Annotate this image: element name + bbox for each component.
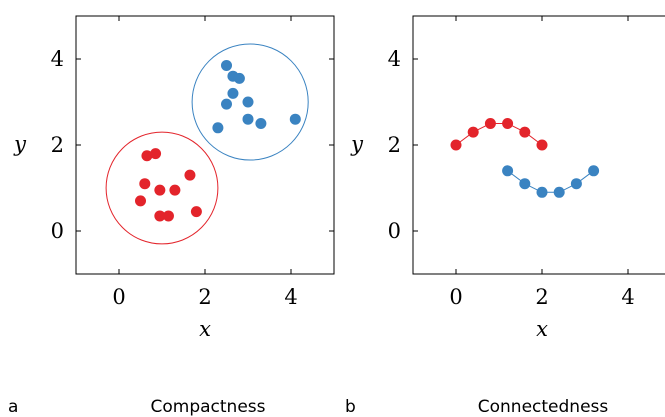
y-tick-label: 0 <box>388 219 401 243</box>
chart-panel-b: 0 2 4 0 2 4 x y b Connectedness <box>345 15 665 417</box>
cluster-circle <box>105 131 219 245</box>
x-axis-label: x <box>536 317 548 341</box>
data-point <box>190 206 202 218</box>
x-tick-label: 2 <box>198 285 211 309</box>
series-1 <box>191 43 309 161</box>
panel-caption-a: Compactness <box>151 397 266 417</box>
plot-frame <box>75 15 335 275</box>
y-axis-label: y <box>13 132 27 156</box>
y-tick-label: 2 <box>388 133 401 157</box>
data-point <box>139 178 151 190</box>
series-0 <box>450 118 548 151</box>
y-tick-label: 2 <box>51 133 64 157</box>
series-1 <box>502 165 600 198</box>
x-axis-label: x <box>199 317 211 341</box>
data-layer <box>450 118 600 198</box>
data-point <box>536 186 548 198</box>
panel-letter-b: b <box>345 397 356 417</box>
data-point <box>450 139 462 151</box>
data-point <box>467 126 479 138</box>
y-tick-label: 4 <box>51 47 64 71</box>
data-point <box>536 139 548 151</box>
x-tick-label: 4 <box>621 285 634 309</box>
data-point <box>570 178 582 190</box>
data-point <box>255 118 267 129</box>
data-point <box>502 118 514 129</box>
data-point <box>519 178 531 190</box>
cluster-circle <box>191 43 309 161</box>
data-point <box>553 186 565 198</box>
data-point <box>221 59 232 71</box>
data-point <box>588 165 600 177</box>
data-point <box>154 184 166 196</box>
data-point <box>141 150 153 162</box>
data-point <box>221 98 232 110</box>
y-tick-label: 4 <box>388 47 401 71</box>
x-tick-label: 0 <box>112 285 125 309</box>
data-point <box>162 210 174 222</box>
series-0 <box>105 131 219 245</box>
data-point <box>242 96 254 108</box>
data-point <box>169 184 181 196</box>
y-tick-label: 0 <box>51 219 64 243</box>
data-point <box>502 165 514 177</box>
data-point <box>212 122 224 134</box>
data-point <box>150 148 162 160</box>
data-point <box>227 87 239 99</box>
data-point <box>289 113 301 125</box>
x-tick-label: 0 <box>449 285 462 309</box>
x-tick-label: 2 <box>535 285 548 309</box>
data-point <box>154 210 166 222</box>
data-point <box>242 113 254 125</box>
data-point <box>135 195 146 207</box>
panel-letter-a: a <box>8 397 18 417</box>
data-point <box>184 169 196 181</box>
chart-panel-a: 0 2 4 0 2 4 x y a Compactness <box>8 15 335 417</box>
y-axis-label: y <box>350 132 364 156</box>
data-layer <box>105 43 309 245</box>
x-tick-label: 4 <box>284 285 297 309</box>
panel-caption-b: Connectedness <box>478 397 609 417</box>
data-point <box>233 72 245 84</box>
data-point <box>519 126 531 138</box>
data-point <box>484 118 496 129</box>
